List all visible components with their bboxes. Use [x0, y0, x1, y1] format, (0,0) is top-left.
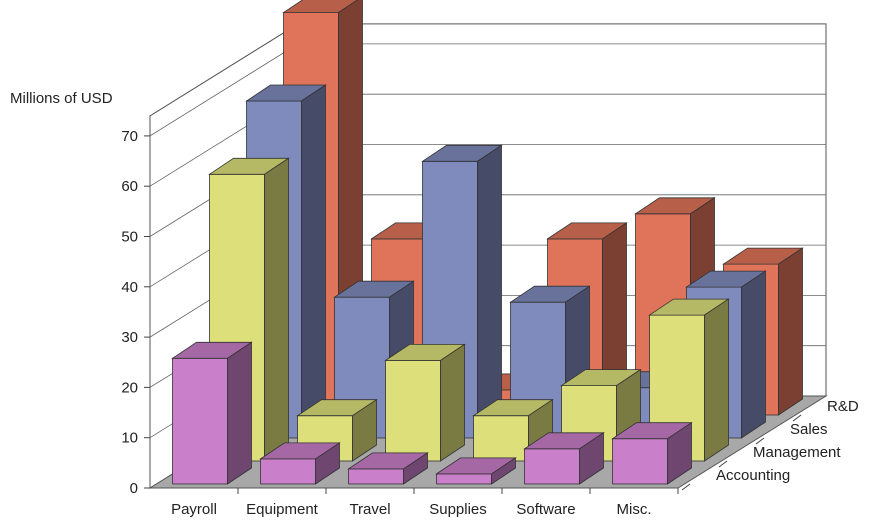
bar: [384, 343, 466, 462]
y-tick-label: 20: [121, 379, 138, 396]
y-tick-label: 70: [121, 128, 138, 145]
bar: [611, 421, 693, 485]
series-tick-mark: [718, 460, 728, 468]
series-tick-mark: [755, 437, 765, 445]
series-tick-mark: [681, 483, 691, 491]
bar: [523, 432, 605, 485]
y-tick-label: 30: [121, 329, 138, 346]
y-tick-label: 10: [121, 430, 138, 447]
series-label: R&D: [827, 398, 859, 415]
series-tick-mark: [792, 414, 802, 422]
category-label: Software: [516, 501, 575, 518]
category-label: Equipment: [246, 501, 319, 518]
y-axis-label: Millions of USD: [10, 90, 113, 107]
bar: [171, 341, 253, 485]
y-tick-label: 60: [121, 178, 138, 195]
bar: [259, 442, 341, 485]
bar: [347, 452, 429, 485]
series-label: Management: [753, 444, 841, 461]
category-label: Misc.: [617, 501, 652, 518]
chart-bars: [171, 0, 804, 485]
category-label: Travel: [349, 501, 390, 518]
bar: [435, 457, 517, 485]
y-tick-label: 0: [130, 480, 138, 497]
y-tick-label: 40: [121, 279, 138, 296]
series-label: Accounting: [716, 467, 790, 484]
chart-labels: 0 10 20 30 40 50 60 70 Millions of USD Payroll Equ…: [10, 90, 859, 518]
series-label: Sales: [790, 421, 828, 438]
category-label: Payroll: [171, 501, 217, 518]
category-label: Supplies: [429, 501, 487, 518]
y-tick-label: 50: [121, 229, 138, 246]
